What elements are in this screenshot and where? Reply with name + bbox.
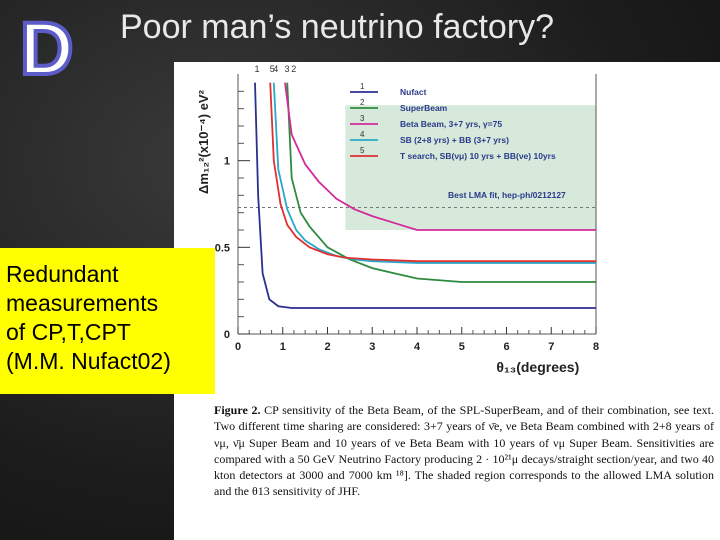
legend-key: 5 <box>360 146 365 155</box>
slide-title: Poor man’s neutrino factory? <box>120 8 555 46</box>
note-box: Redundant measurements of CP,T,CPT (M.M.… <box>0 248 215 394</box>
figure-panel: 0 1 2 3 4 5 6 7 8 0 0.5 1 1 5 4 3 2 1 Nufact 2 SuperBeam 3 Bet… <box>174 62 720 540</box>
x-tick-label: 3 <box>369 341 375 353</box>
x-tick-label: 7 <box>548 341 554 353</box>
letter-d: D <box>20 8 73 88</box>
curve-top-label: 3 <box>284 64 289 74</box>
legend-label: T search, SB(νμ) 10 yrs + BB(νe) 10yrs <box>400 151 556 161</box>
legend-label: SuperBeam <box>400 103 448 113</box>
legend-key: 1 <box>360 82 365 91</box>
lma-shaded-region <box>345 105 596 230</box>
legend-label: SB (2+8 yrs) + BB (3+7 yrs) <box>400 135 509 145</box>
curve-top-label: 4 <box>273 64 278 74</box>
note-line-2: measurements <box>6 290 159 316</box>
curve-top-label: 2 <box>291 64 296 74</box>
legend-key: 2 <box>360 98 365 107</box>
curve-top-label: 5 <box>270 64 275 74</box>
x-tick-label: 8 <box>593 341 599 353</box>
y-tick-label: 0.5 <box>215 242 230 254</box>
caption-label: Figure 2. <box>214 403 261 417</box>
series-line-3 <box>284 82 596 231</box>
x-axis-title: θ₁₃(degrees) <box>496 359 579 375</box>
x-tick-label: 6 <box>503 341 509 353</box>
figure-caption: Figure 2. CP sensitivity of the Beta Bea… <box>214 402 714 500</box>
series-line-1 <box>254 82 596 309</box>
x-tick-label: 2 <box>324 341 330 353</box>
legend-key: 3 <box>360 114 365 123</box>
curve-top-label: 1 <box>254 64 259 74</box>
x-tick-label: 4 <box>414 341 421 353</box>
note-line-3: of CP,T,CPT <box>6 319 131 345</box>
sensitivity-chart: 0 1 2 3 4 5 6 7 800.511 54 3 21Nufact2SuperBeam3Bet… <box>196 64 599 375</box>
y-tick-label: 0 <box>224 329 230 341</box>
legend-label: Nufact <box>400 87 427 97</box>
series-line-5 <box>269 82 596 263</box>
caption-text: CP sensitivity of the Beta Beam, of the … <box>214 403 715 499</box>
note-line-4: (M.M. Nufact02) <box>6 348 171 374</box>
y-axis-title: Δm₁₂²(x10⁻⁴) eV² <box>196 89 211 194</box>
legend-key: 4 <box>360 130 365 139</box>
y-tick-label: 1 <box>224 156 230 168</box>
legend-label: Beta Beam, 3+7 yrs, γ=75 <box>400 119 502 129</box>
letter-d-logo: D <box>18 8 75 88</box>
series-line-2 <box>286 82 596 283</box>
note-line-1: Redundant <box>6 261 119 287</box>
best-fit-label: Best LMA fit, hep-ph/0212127 <box>448 190 566 200</box>
x-tick-label: 1 <box>280 341 286 353</box>
x-tick-label: 5 <box>459 341 465 353</box>
x-tick-label: 0 <box>235 341 241 353</box>
